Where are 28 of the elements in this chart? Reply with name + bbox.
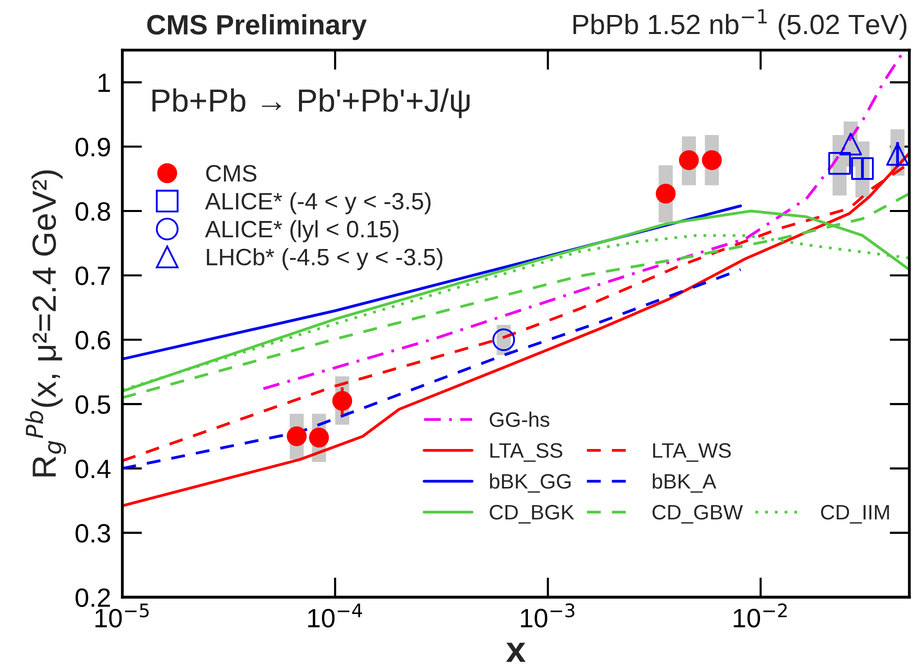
x-tick-label: 10$^{−4}$ [308,604,362,628]
legend-label: LTA_WS [653,443,731,462]
legend-label: GG-hs [490,412,550,427]
legend-label: LTA_SS [490,443,562,462]
chart-title: CMS Preliminary [147,14,367,40]
y-tick-label: 0.5 [76,395,110,414]
annotation: Pb+Pb → Pb'+Pb'+J/ψ [152,88,470,118]
legend-label: LHCb* (-4.5 < y < -3.5) [206,248,442,270]
chart-subtitle: PbPb 1.52 nb$^{−1}$ (5.02 TeV) [573,9,906,40]
y-tick-label: 0.6 [76,330,110,350]
y-axis-title: R$_{g}$$^{Pb}$(x, μ²=2.4 GeV²) [25,170,66,476]
y-tick-label: 0.4 [76,460,110,478]
y-tick-label: 0.3 [76,524,110,543]
x-tick-label: 10$^{−3}$ [520,603,574,628]
legend-label: CD_IIM [821,504,889,524]
legend-label: bBK_A [652,473,716,493]
legend-label: CD_BGK [490,504,574,524]
y-tick-label: 0.8 [76,202,110,221]
y-tick-label: 1 [98,74,110,92]
legend-label: ALICE* (-4 < y < -3.5) [205,192,431,214]
legend-label: CMS [206,164,256,182]
legend-label: CD_GBW [652,504,743,524]
y-tick-label: 0.7 [76,266,110,286]
y-tick-label: 0.9 [76,138,110,156]
legend-label: ALICE* (lyl < 0.15) [205,220,398,242]
x-axis-title: x [506,642,526,662]
x-tick-label: 10$^{−2}$ [734,603,787,628]
legend-label: bBK_GG [490,473,571,493]
